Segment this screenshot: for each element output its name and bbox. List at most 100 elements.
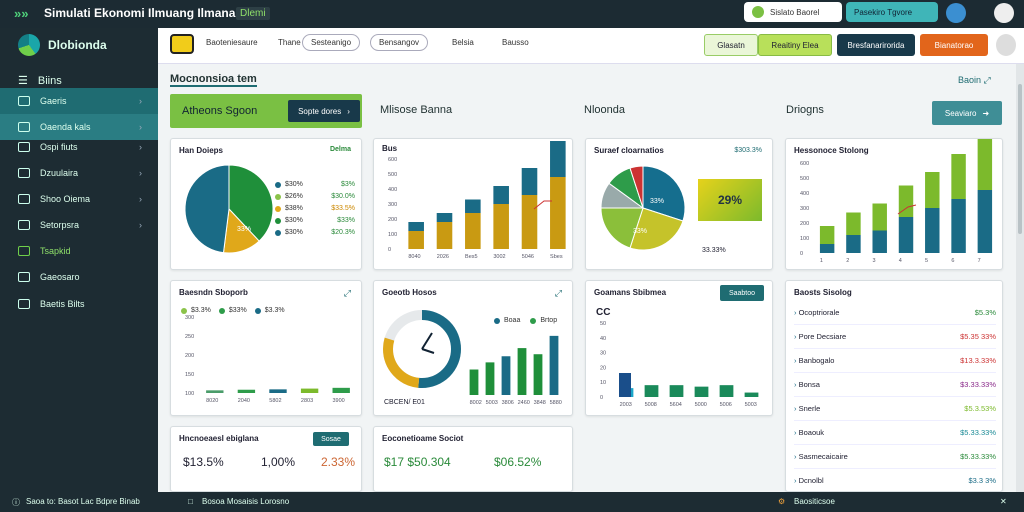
- card-bar-1: Bus 0 100 200 300 400 500 600 8040 2026 Bes5 3002 50…: [373, 138, 573, 270]
- sidebar-item-8[interactable]: Baetis Bilts: [0, 291, 158, 317]
- legend-item: $30%: [275, 181, 303, 188]
- chevron-right-icon: ›: [794, 452, 797, 461]
- sidebar-item-1[interactable]: Oaenda kals ›: [0, 114, 158, 140]
- sidebar-item-3[interactable]: Dzuulaira ›: [0, 160, 158, 186]
- tab-2[interactable]: Sesteanigo: [302, 34, 361, 51]
- sidebar-item-4[interactable]: Shoo Oiema ›: [0, 186, 158, 212]
- status-gear-icon[interactable]: ⚙: [778, 497, 786, 506]
- sidebar-item-6[interactable]: Tsapkid: [0, 238, 158, 264]
- sidebar: Dlobionda ☰ Biins Gaeris › Oaenda kals › Osp…: [0, 28, 158, 492]
- legend-row: $30% $20.3%: [275, 229, 355, 236]
- x-tick-label: 3: [872, 258, 875, 264]
- banner-button[interactable]: Sopte dores ›: [288, 100, 360, 122]
- list-item[interactable]: › Dcnolbl $3.3 3%: [794, 469, 996, 493]
- bar: [408, 222, 424, 231]
- x-tick-label: 2026: [437, 254, 449, 260]
- sidebar-item-7[interactable]: Gaeosaro: [0, 264, 158, 290]
- profile-pill[interactable]: Sislato Baorel: [744, 2, 842, 22]
- bar: [951, 154, 966, 199]
- legend-label: Boaa: [504, 317, 521, 324]
- bar: [485, 362, 495, 395]
- sidebar-item-2[interactable]: Ospi fiuts ›: [0, 134, 158, 160]
- list-item[interactable]: › Sasmecaicaire $5.33.33%: [794, 445, 996, 469]
- bar: [872, 203, 887, 231]
- toolbar-button-2[interactable]: Reaitiny Elea: [758, 34, 832, 56]
- tab-3[interactable]: Bensangov: [370, 34, 429, 51]
- sidebar-menu-toggle[interactable]: ☰ Biins: [18, 74, 62, 88]
- status-pill[interactable]: Pasekiro Tgvore: [846, 2, 938, 22]
- bar: [550, 141, 566, 177]
- list-item[interactable]: › Pore Decsiare $5.35 33%: [794, 325, 996, 349]
- bar: [300, 388, 319, 393]
- expand-icon[interactable]: ⤢: [343, 288, 351, 298]
- bar: [846, 212, 861, 235]
- list-item[interactable]: › Banbogalo $13.3.33%: [794, 349, 996, 373]
- pie-center-label: 33%: [237, 226, 251, 233]
- sidebar-item-icon: [18, 168, 30, 178]
- expand-icon[interactable]: ⤢: [554, 288, 562, 298]
- list-item-value: $3.33.33%: [960, 380, 996, 389]
- section-4-button[interactable]: Seaviaro ➜: [932, 101, 1002, 125]
- card-kpi-2: Eoconetioame Sociot $17 $50.304 $06.52%: [373, 426, 573, 492]
- toolbar-button-4[interactable]: Bianatorao: [920, 34, 988, 56]
- y-tick-label: 600: [388, 157, 397, 163]
- close-icon[interactable]: ✕: [1000, 497, 1007, 506]
- bar: [744, 392, 759, 397]
- x-tick-label: 2040: [238, 398, 250, 404]
- list-item-label: › Banbogalo: [794, 356, 834, 365]
- tab-5[interactable]: Bausso: [502, 38, 529, 47]
- sidebar-item-0[interactable]: Gaeris ›: [0, 88, 158, 114]
- chevron-right-icon: ›: [794, 332, 797, 341]
- app-logo-icon: »»: [14, 6, 29, 21]
- tab-4[interactable]: Belsia: [452, 38, 474, 47]
- x-tick-label: 5880: [550, 400, 562, 406]
- list-item[interactable]: › Ocoptriorale $5.3%: [794, 301, 996, 325]
- trend-line: [533, 200, 552, 210]
- list-item[interactable]: › Bonsa $3.33.33%: [794, 373, 996, 397]
- legend-row: $30% $33%: [275, 217, 355, 224]
- page-action[interactable]: Baoin ⤢: [958, 75, 991, 86]
- y-tick-label: 500: [800, 176, 809, 182]
- list-item[interactable]: › Boaouk $5.33.33%: [794, 421, 996, 445]
- banner-label: Atheons Sgoon: [182, 105, 258, 117]
- y-tick-label: 0: [800, 251, 803, 257]
- x-tick-label: 5604: [670, 402, 682, 408]
- sidebar-item-label: Dzuulaira: [40, 168, 79, 178]
- card-button[interactable]: Saabtoo: [720, 285, 764, 301]
- list-item-label: › Boaouk: [794, 428, 824, 437]
- list-item-text: Boaouk: [798, 428, 825, 437]
- avatar[interactable]: [946, 3, 966, 23]
- scrollbar[interactable]: [1016, 64, 1024, 492]
- bar: [501, 356, 511, 395]
- toolbar-button-3[interactable]: Bresfanarirorida: [837, 34, 915, 56]
- brand-logo-icon: [18, 34, 40, 56]
- highlight-badge: 29%: [698, 179, 762, 221]
- y-tick-label: 100: [800, 236, 809, 242]
- x-tick-label: 5008: [645, 402, 657, 408]
- x-tick-label: 5000: [695, 402, 707, 408]
- profile-pill-label: Sislato Baorel: [770, 7, 820, 17]
- legend-dot: [275, 205, 281, 212]
- list-item-text: Sasmecaicaire: [798, 452, 848, 461]
- tab-1[interactable]: Thane: [278, 38, 301, 47]
- toolbar-button-1[interactable]: Glasatn: [704, 34, 758, 56]
- legend-dot: [275, 193, 281, 200]
- list-item-text: Dcnolbl: [798, 476, 824, 485]
- sidebar-brand[interactable]: Dlobionda: [18, 34, 107, 56]
- card-button[interactable]: Sosae: [313, 432, 349, 446]
- status-middle: Bosoa Mosaisis Lorosno: [202, 497, 290, 506]
- card-list: Baosts Sisolog › Ocoptriorale $5.3% › Pore…: [785, 280, 1003, 493]
- sidebar-item-label: Baetis Bilts: [40, 299, 85, 309]
- toolbar-round-icon[interactable]: [996, 34, 1016, 56]
- tab-0[interactable]: Baoteniesaure: [206, 38, 258, 47]
- toolbar-square-icon[interactable]: [170, 34, 194, 54]
- list-item[interactable]: › Snerle $5.3.53%: [794, 397, 996, 421]
- chevron-right-icon: ›: [139, 122, 142, 132]
- sidebar-item-5[interactable]: Setorpsra ›: [0, 212, 158, 238]
- y-tick-label: 600: [800, 161, 809, 167]
- user-avatar[interactable]: [994, 3, 1014, 23]
- legend-label: $26%: [285, 193, 303, 200]
- donut-arc: [383, 310, 461, 388]
- legend-value: $33.5%: [331, 205, 355, 212]
- scrollbar-thumb[interactable]: [1018, 84, 1022, 234]
